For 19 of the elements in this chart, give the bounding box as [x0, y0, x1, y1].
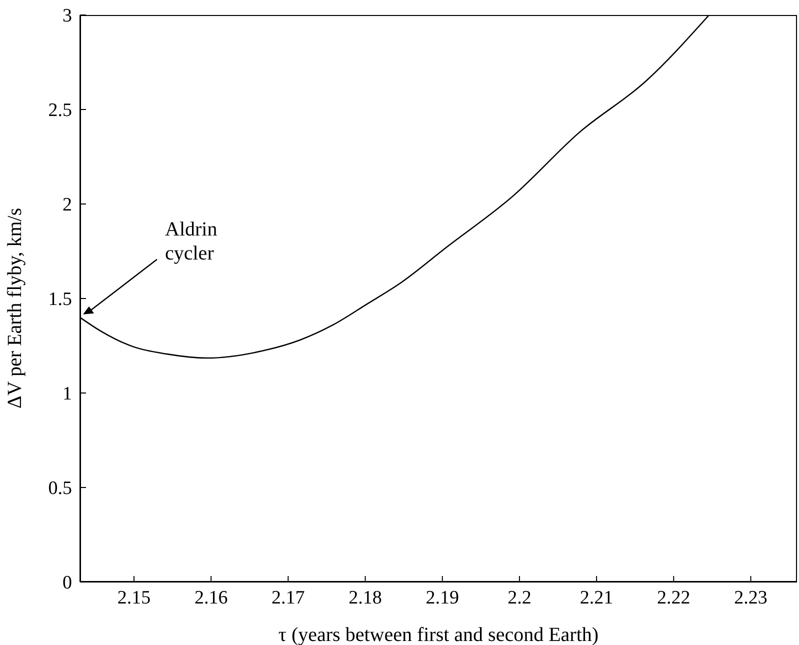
y-tick-label: 1.5	[48, 289, 72, 310]
x-tick-label: 2.19	[426, 587, 459, 608]
y-tick-label: 0	[62, 572, 72, 594]
y-axis-title: ΔV per Earth flyby, km/s	[4, 208, 26, 408]
x-axis-title: τ (years between first and second Earth)	[278, 624, 599, 645]
x-tick-label: 2.16	[194, 587, 228, 608]
y-tick-label: 0.5	[48, 478, 72, 500]
x-tick-label: 2.17	[272, 587, 305, 608]
x-tick-label: 2.23	[734, 587, 768, 608]
y-tick-label: 1	[62, 384, 72, 405]
y-tick-label: 3	[62, 6, 72, 27]
x-tick-label: 2.22	[657, 587, 690, 608]
x-tick-label: 2.21	[580, 587, 614, 608]
x-tick-label: 2.15	[117, 587, 151, 608]
x-tick-label: 2.2	[508, 587, 532, 608]
annotation: Aldrin cycler	[165, 218, 218, 264]
y-tick-label: 2	[62, 194, 72, 216]
y-tick-label: 2.5	[48, 100, 72, 122]
x-tick-label: 2.18	[348, 587, 382, 608]
